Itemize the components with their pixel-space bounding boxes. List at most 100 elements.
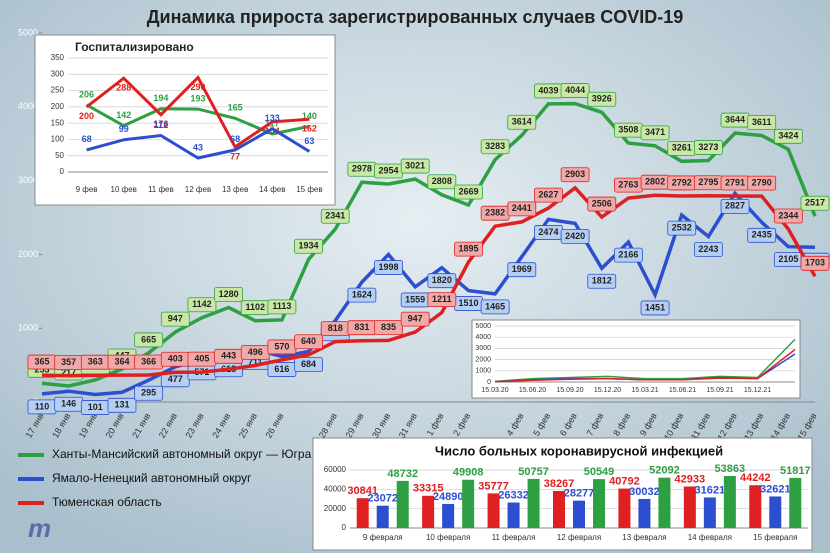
label-box bbox=[560, 167, 590, 183]
data-label: 3273 bbox=[698, 142, 718, 152]
main-chart: 010002000300040005000Динамика прироста з… bbox=[18, 7, 830, 442]
y-tick-label: 3000 bbox=[475, 345, 491, 352]
data-label: 357 bbox=[61, 357, 76, 367]
label-box bbox=[667, 220, 697, 236]
label-box bbox=[134, 385, 164, 401]
y-tick-label: 0 bbox=[60, 167, 65, 176]
data-label: 3611 bbox=[752, 117, 772, 127]
data-label: 3614 bbox=[512, 117, 532, 127]
data-label: 2441 bbox=[512, 203, 532, 213]
x-tick-label: 15 февраля bbox=[753, 533, 797, 542]
data-label: 142 bbox=[116, 110, 131, 120]
label-box bbox=[187, 297, 217, 313]
data-label: 2802 bbox=[645, 177, 665, 187]
data-label: 2790 bbox=[752, 177, 772, 187]
data-label: 2420 bbox=[565, 231, 585, 241]
x-tick-label: 15.12.20 bbox=[594, 387, 621, 394]
label-box bbox=[267, 299, 297, 315]
x-tick-label: 13 февраля bbox=[622, 533, 666, 542]
x-tick-label: 11 февраля bbox=[492, 533, 536, 542]
label-box bbox=[773, 128, 803, 144]
data-label: 947 bbox=[408, 313, 423, 323]
data-label: 2344 bbox=[778, 210, 798, 220]
label-box bbox=[374, 319, 403, 335]
y-tick-label: 5000 bbox=[475, 323, 491, 330]
chart-title: Госпитализировано bbox=[75, 40, 194, 54]
data-label: 364 bbox=[114, 357, 129, 367]
y-tick-label: 100 bbox=[51, 135, 65, 144]
y-tick-label: 1000 bbox=[475, 368, 491, 375]
data-label: 52092 bbox=[649, 465, 680, 477]
data-label: 131 bbox=[114, 400, 129, 410]
x-tick-label: 15.03.21 bbox=[631, 387, 658, 394]
data-label: 835 bbox=[381, 322, 396, 332]
data-label: 1113 bbox=[272, 301, 291, 311]
data-label: 2954 bbox=[379, 165, 399, 175]
data-label: 2243 bbox=[698, 244, 718, 254]
bar bbox=[356, 498, 369, 528]
data-label: 616 bbox=[274, 364, 289, 374]
y-tick-label: 350 bbox=[51, 53, 65, 62]
bar bbox=[396, 480, 409, 528]
data-label: 23072 bbox=[367, 493, 398, 505]
series-line bbox=[85, 103, 310, 136]
x-tick-label: 15.09.21 bbox=[706, 387, 733, 394]
data-label: 640 bbox=[301, 336, 316, 346]
data-label: 1934 bbox=[299, 241, 319, 251]
x-tick-label: 9 фев bbox=[76, 185, 98, 194]
data-label: 44242 bbox=[740, 472, 771, 484]
label-box bbox=[347, 287, 377, 303]
data-label: 40792 bbox=[609, 475, 640, 487]
data-label: 1510 bbox=[458, 298, 478, 308]
data-label: 194 bbox=[153, 93, 168, 103]
label-box bbox=[587, 196, 617, 212]
data-label: 365 bbox=[34, 356, 49, 366]
x-tick-label: 11 фев bbox=[148, 185, 174, 194]
data-label: 1703 bbox=[805, 258, 825, 268]
x-tick-label: 13 фев bbox=[222, 185, 248, 194]
data-label: 2532 bbox=[672, 223, 692, 233]
bar bbox=[769, 496, 782, 528]
data-label: 35777 bbox=[478, 480, 509, 492]
bar bbox=[638, 498, 651, 528]
y-tick-label: 60000 bbox=[324, 465, 347, 474]
data-label: 3926 bbox=[592, 94, 612, 104]
legend-label: Ямало-Ненецкий автономный округ bbox=[52, 471, 252, 485]
data-label: 53863 bbox=[715, 463, 746, 475]
label-box bbox=[587, 273, 617, 289]
data-label: 818 bbox=[328, 323, 343, 333]
chart-title: Динамика прироста зарегистрированных слу… bbox=[147, 7, 684, 27]
data-label: 206 bbox=[79, 89, 94, 99]
data-label: 30841 bbox=[347, 485, 378, 497]
data-label: 3471 bbox=[645, 127, 665, 137]
data-label: 2792 bbox=[672, 177, 692, 187]
label-box bbox=[294, 357, 323, 372]
y-tick-label: 4000 bbox=[475, 334, 491, 341]
y-tick-label: 300 bbox=[51, 69, 65, 78]
x-tick-label: 10 фев bbox=[111, 185, 137, 194]
data-label: 947 bbox=[168, 313, 183, 323]
label-box bbox=[400, 158, 430, 174]
legend-label: Ханты-Мансийский автономный округ — Югра bbox=[52, 447, 312, 461]
data-label: 3644 bbox=[725, 114, 745, 124]
y-tick-label: 150 bbox=[51, 118, 65, 127]
legend-label: Тюменская область bbox=[52, 495, 162, 509]
label-box bbox=[693, 140, 723, 155]
inset-panel bbox=[471, 319, 801, 399]
data-label: 2166 bbox=[618, 250, 638, 260]
data-label: 68 bbox=[230, 134, 240, 144]
data-label: 1624 bbox=[352, 290, 372, 300]
data-label: 193 bbox=[190, 94, 205, 104]
data-label: 33315 bbox=[413, 483, 444, 495]
data-label: 2517 bbox=[805, 198, 825, 208]
series-line bbox=[494, 338, 796, 383]
data-label: 496 bbox=[248, 347, 263, 357]
data-label: 405 bbox=[194, 353, 209, 363]
data-label: 3021 bbox=[405, 160, 425, 170]
label-box bbox=[587, 91, 617, 107]
data-label: 26332 bbox=[498, 489, 529, 501]
data-label: 154 bbox=[265, 126, 280, 136]
label-box bbox=[454, 184, 483, 200]
data-label: 2827 bbox=[725, 201, 745, 211]
bar bbox=[442, 503, 455, 528]
